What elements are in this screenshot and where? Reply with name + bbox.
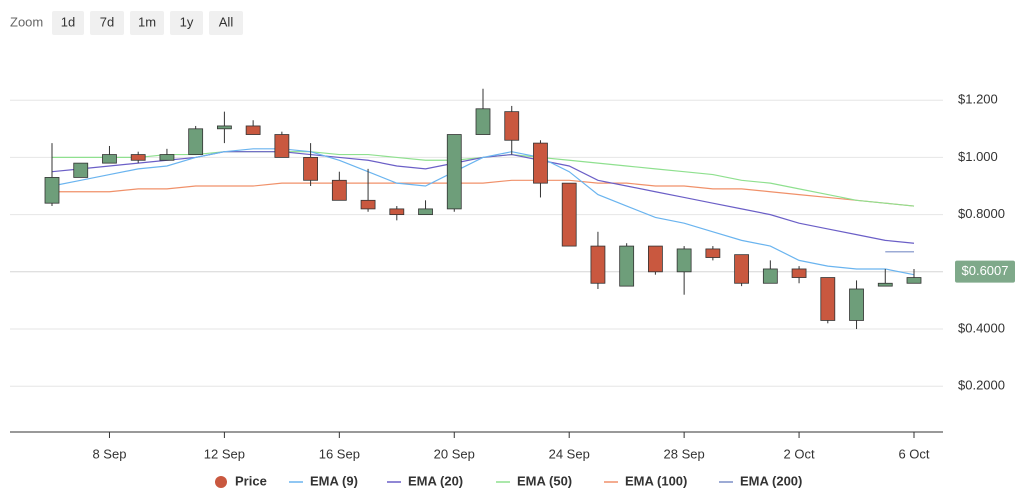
zoom-button-bg bbox=[130, 11, 164, 35]
candle-body bbox=[475, 108, 491, 135]
candle-body bbox=[590, 245, 606, 284]
zoom-label: Zoom bbox=[10, 14, 43, 29]
ema-line bbox=[52, 151, 915, 207]
legend-item[interactable]: Price bbox=[215, 473, 267, 488]
legend-label: Price bbox=[235, 473, 267, 488]
candle-body bbox=[389, 208, 405, 216]
candle-body bbox=[849, 288, 864, 321]
zoom-button-label: 1m bbox=[138, 14, 156, 29]
legend-label: EMA (100) bbox=[625, 473, 687, 488]
legend-item[interactable]: EMA (50) bbox=[496, 473, 572, 488]
candle-body bbox=[533, 142, 548, 184]
candle-body bbox=[705, 248, 721, 258]
legend-item[interactable]: EMA (200) bbox=[719, 473, 802, 488]
zoom-button[interactable]: 1m bbox=[130, 11, 164, 35]
legend-label: EMA (20) bbox=[408, 473, 463, 488]
candle-body bbox=[159, 154, 175, 161]
y-tick-label: $1.200 bbox=[958, 92, 998, 107]
candle-body bbox=[504, 111, 520, 141]
legend-label: EMA (9) bbox=[310, 473, 358, 488]
candle-body bbox=[561, 182, 577, 247]
legend-label: EMA (200) bbox=[740, 473, 802, 488]
candle-body bbox=[274, 134, 290, 158]
candle-body bbox=[303, 157, 319, 181]
x-tick-label: 20 Sep bbox=[434, 446, 475, 461]
zoom-button-label: All bbox=[219, 14, 234, 29]
x-tick-label: 24 Sep bbox=[549, 446, 590, 461]
candle-body bbox=[44, 177, 60, 204]
candle-body bbox=[734, 254, 749, 284]
candle-body bbox=[418, 208, 433, 216]
zoom-button-label: 1y bbox=[180, 14, 194, 29]
x-tick-label: 28 Sep bbox=[664, 446, 705, 461]
last-price-label: $0.6007 bbox=[962, 263, 1009, 278]
candle-body bbox=[130, 154, 146, 161]
zoom-button[interactable]: 1d bbox=[52, 11, 84, 35]
candle-body bbox=[102, 154, 117, 164]
x-tick-label: 6 Oct bbox=[898, 446, 929, 461]
ema-line bbox=[51, 148, 915, 276]
y-tick-label: $0.2000 bbox=[958, 378, 1005, 393]
y-tick-label: $1.000 bbox=[958, 149, 998, 164]
candle-body bbox=[676, 248, 692, 273]
candle-body bbox=[331, 179, 347, 201]
candle-body bbox=[446, 134, 462, 210]
legend-item[interactable]: EMA (9) bbox=[289, 473, 358, 488]
candle-body bbox=[245, 125, 261, 135]
candle-body bbox=[877, 282, 893, 287]
zoom-button-bg bbox=[52, 11, 84, 35]
legend-item[interactable]: EMA (20) bbox=[387, 473, 463, 488]
candle-body bbox=[73, 162, 89, 178]
legend-marker bbox=[215, 476, 227, 488]
zoom-button-bg bbox=[170, 11, 203, 35]
candle-body bbox=[188, 128, 204, 155]
x-tick-label: 2 Oct bbox=[784, 446, 815, 461]
zoom-button-label: 1d bbox=[61, 14, 75, 29]
last-price-badge bbox=[955, 260, 1015, 283]
candle-body bbox=[360, 199, 376, 210]
y-tick-label: $0.4000 bbox=[958, 320, 1005, 335]
candle-body bbox=[648, 245, 663, 273]
candle-body bbox=[906, 277, 922, 284]
candle-body bbox=[216, 125, 232, 130]
x-tick-label: 8 Sep bbox=[92, 446, 126, 461]
ema-line bbox=[52, 179, 915, 207]
candle-body bbox=[820, 277, 836, 321]
x-tick-label: 12 Sep bbox=[204, 446, 245, 461]
legend-item[interactable]: EMA (100) bbox=[604, 473, 687, 488]
zoom-button[interactable]: 1y bbox=[170, 11, 203, 35]
zoom-button-bg bbox=[90, 11, 124, 35]
zoom-button[interactable]: All bbox=[209, 11, 243, 35]
candle-body bbox=[762, 268, 778, 284]
zoom-button-label: 7d bbox=[100, 14, 114, 29]
zoom-button[interactable]: 7d bbox=[90, 11, 124, 35]
x-tick-label: 16 Sep bbox=[319, 446, 360, 461]
candle-body bbox=[791, 268, 807, 278]
legend-label: EMA (50) bbox=[517, 473, 572, 488]
ema-line bbox=[51, 151, 915, 244]
candle-body bbox=[619, 245, 635, 287]
y-tick-label: $0.8000 bbox=[958, 206, 1005, 221]
zoom-button-bg bbox=[209, 11, 243, 35]
